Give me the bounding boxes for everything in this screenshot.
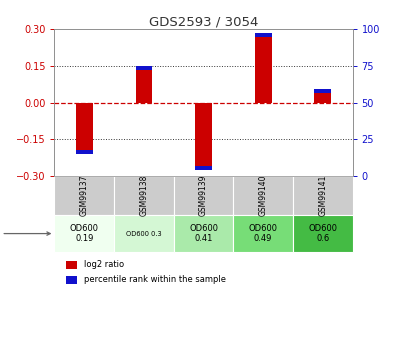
Bar — [54, 176, 114, 215]
Bar — [135, 66, 152, 102]
Text: GSM99139: GSM99139 — [199, 175, 208, 216]
Text: OD600 0.3: OD600 0.3 — [126, 230, 162, 237]
Bar — [195, 102, 212, 170]
Bar — [255, 33, 272, 102]
Bar — [66, 260, 77, 269]
Bar — [114, 215, 174, 252]
Bar — [54, 215, 114, 252]
Bar — [174, 215, 233, 252]
Text: log2 ratio: log2 ratio — [84, 260, 125, 269]
Bar — [233, 176, 293, 215]
Text: OD600
0.19: OD600 0.19 — [70, 224, 99, 243]
Bar — [314, 89, 331, 93]
Bar — [233, 215, 293, 252]
Bar — [195, 166, 212, 170]
Text: growth protocol: growth protocol — [0, 229, 50, 238]
Text: percentile rank within the sample: percentile rank within the sample — [84, 275, 226, 284]
Bar — [76, 150, 93, 154]
Bar — [135, 66, 152, 70]
Bar — [293, 176, 353, 215]
Bar — [114, 176, 174, 215]
Text: GSM99141: GSM99141 — [318, 175, 327, 216]
Bar — [314, 89, 331, 102]
Bar — [293, 215, 353, 252]
Text: OD600
0.6: OD600 0.6 — [308, 224, 337, 243]
Bar — [255, 33, 272, 37]
Bar — [66, 276, 77, 284]
Text: GSM99140: GSM99140 — [259, 175, 268, 216]
Text: OD600
0.49: OD600 0.49 — [249, 224, 278, 243]
Text: GSM99137: GSM99137 — [80, 175, 89, 216]
Title: GDS2593 / 3054: GDS2593 / 3054 — [149, 15, 258, 28]
Text: GSM99138: GSM99138 — [139, 175, 148, 216]
Bar — [76, 102, 93, 154]
Text: OD600
0.41: OD600 0.41 — [189, 224, 218, 243]
Bar — [174, 176, 233, 215]
